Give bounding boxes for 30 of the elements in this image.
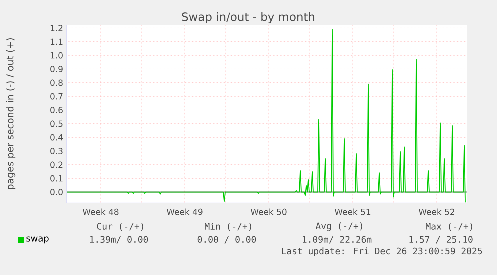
y-tick-label: 1.1 [50,38,63,45]
y-tick-label: 0.3 [50,148,63,154]
y-axis-title: pages per second in (-) / out (+) [6,38,16,190]
y-tick-label: 0.8 [50,80,63,86]
text: Min (-/+) [205,223,252,232]
x-tick-label: Week 52 [418,208,454,216]
y-tick-label: 0.4 [50,134,63,141]
x-tick-label: Week 51 [334,208,371,216]
text: Avg (-/+) [316,222,362,232]
text: Max (-/+) [426,222,472,231]
x-tick-label: Week 50 [250,208,287,216]
chart-title: Swap in/out - by month [182,12,315,24]
x-tick-label: Week 49 [166,208,203,216]
x-tick-label: Week 48 [82,208,119,216]
y-tick-label: 1.0 [50,52,63,59]
text: Last update: Fri Dec 26 23:00:59 2025 [282,248,482,256]
text: 1.39m/ 0.00 [90,236,148,244]
y-tick-label: 0.1 [50,175,63,182]
y-tick-label: 0.0 [50,189,63,196]
y-tick-label: 0.6 [50,107,63,114]
text: Cur (-/+) [97,222,144,231]
y-tick-label: 0.7 [50,93,63,100]
text: 0.00 / 0.00 [198,236,256,244]
y-tick-label: 0.2 [50,162,63,168]
legend-label: swap [26,236,49,244]
y-tick-label: 1.2 [50,25,63,32]
y-tick-label: 0.9 [50,66,63,72]
y-tick-label: 0.5 [50,120,63,128]
text: 1.09m/ 22.26m [302,236,372,244]
text: 1.57 / 25.10 [410,236,473,244]
